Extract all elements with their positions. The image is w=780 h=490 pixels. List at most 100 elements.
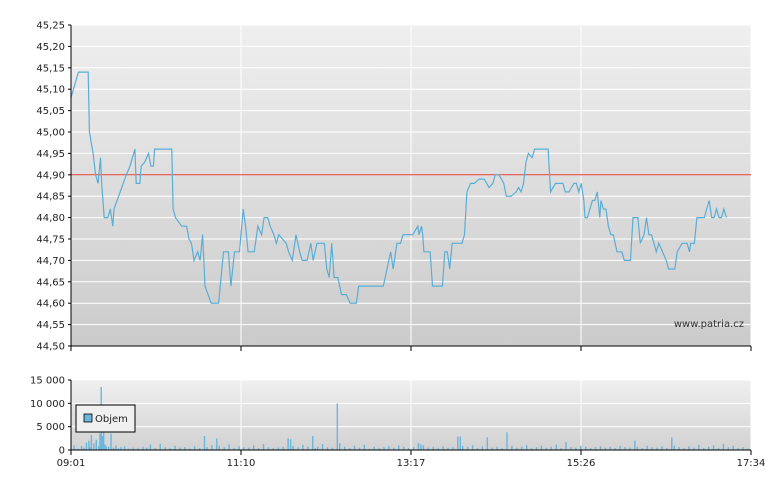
volume-bar xyxy=(636,446,639,450)
price-tick-label: 44,90 xyxy=(36,170,65,181)
volume-bar xyxy=(193,446,196,450)
volume-bar xyxy=(149,444,152,450)
volume-bar xyxy=(211,445,213,450)
volume-bar xyxy=(641,448,643,450)
volume-bar xyxy=(292,445,294,450)
volume-bar xyxy=(146,447,148,450)
volume-bar xyxy=(262,443,265,450)
volume-bar xyxy=(584,446,587,450)
volume-bar xyxy=(437,448,439,450)
price-series-line xyxy=(70,71,727,304)
volume-bar xyxy=(88,440,90,450)
volume-bar xyxy=(282,446,284,450)
volume-bar xyxy=(688,446,690,450)
volume-bar xyxy=(722,443,725,450)
volume-bar xyxy=(466,446,469,450)
time-tick-label: 17:34 xyxy=(737,458,766,469)
volume-bar xyxy=(90,435,93,450)
volume-bar xyxy=(457,436,459,450)
volume-bar xyxy=(422,445,425,450)
volume-bar xyxy=(336,403,339,450)
volume-tick-label: 5 000 xyxy=(36,422,65,433)
volume-bar xyxy=(105,446,107,450)
volume-bar xyxy=(666,448,668,450)
volume-bar xyxy=(707,446,710,450)
volume-bar xyxy=(164,447,166,450)
volume-legend-swatch xyxy=(83,413,93,423)
volume-bar xyxy=(550,446,552,450)
volume-bar xyxy=(104,444,106,450)
volume-bar xyxy=(459,436,461,450)
price-tick-label: 44,75 xyxy=(36,235,65,246)
volume-bar xyxy=(272,448,275,450)
volume-bar xyxy=(575,447,577,450)
watermark: www.patria.cz xyxy=(674,319,744,330)
volume-bar xyxy=(137,448,139,450)
volume-bar xyxy=(287,438,289,450)
volume-bar xyxy=(123,446,126,450)
volume-bar xyxy=(732,445,734,450)
volume-bar xyxy=(737,448,739,450)
volume-bar xyxy=(393,447,395,450)
volume-bar xyxy=(189,448,191,450)
volume-bar xyxy=(656,447,658,450)
volume-bar xyxy=(316,446,319,450)
volume-bar xyxy=(112,447,115,450)
price-tick-label: 44,60 xyxy=(36,299,65,310)
volume-bar xyxy=(174,445,176,450)
volume-bar xyxy=(651,447,653,450)
volume-bar xyxy=(373,446,375,450)
volume-bar xyxy=(99,433,101,450)
volume-bar xyxy=(110,433,112,450)
volume-bar xyxy=(580,445,582,450)
volume-bar xyxy=(693,447,695,450)
volume-bar xyxy=(77,448,79,450)
volume-bar xyxy=(471,445,474,450)
volume-bar xyxy=(98,446,100,450)
volume-bar xyxy=(302,444,304,450)
price-tick-label: 45,10 xyxy=(36,85,65,96)
volume-bar xyxy=(297,447,299,450)
volume-bar xyxy=(238,446,240,450)
volume-bar xyxy=(671,437,673,450)
price-tick-label: 44,85 xyxy=(36,192,65,203)
volume-bar xyxy=(198,448,201,450)
volume-bar xyxy=(127,448,129,450)
volume-bar xyxy=(383,447,385,450)
volume-bar xyxy=(358,447,361,450)
volume-bar xyxy=(516,447,518,450)
volume-bar xyxy=(107,446,110,450)
volume-legend-label: Objem xyxy=(95,414,128,425)
volume-tick-label: 15 000 xyxy=(30,376,65,387)
volume-bar xyxy=(703,448,705,450)
volume-bar xyxy=(486,437,489,450)
volume-bar xyxy=(314,448,316,450)
volume-bar xyxy=(417,443,420,450)
volume-bar xyxy=(427,447,430,450)
volume-bar xyxy=(496,446,498,450)
price-tick-label: 44,55 xyxy=(36,320,65,331)
volume-bar xyxy=(223,447,225,450)
volume-bar xyxy=(95,439,97,450)
volume-bar xyxy=(348,448,351,450)
volume-bar xyxy=(629,447,631,450)
volume-bar xyxy=(321,443,324,450)
volume-bar xyxy=(307,446,309,450)
volume-bar xyxy=(634,440,636,450)
volume-bar xyxy=(184,447,186,450)
volume-bar xyxy=(570,447,572,450)
volume-bar xyxy=(89,447,91,450)
volume-bar xyxy=(511,445,513,450)
volume-bar xyxy=(525,444,528,450)
volume-bar xyxy=(442,446,444,450)
volume-bar xyxy=(727,447,730,450)
volume-bar xyxy=(398,445,400,450)
volume-bar xyxy=(132,447,134,450)
volume-bar xyxy=(326,447,329,450)
volume-bar xyxy=(530,448,533,450)
volume-bar xyxy=(589,448,592,450)
volume-bar xyxy=(203,436,206,450)
volume-bar xyxy=(73,445,75,450)
volume-bar xyxy=(339,443,341,450)
